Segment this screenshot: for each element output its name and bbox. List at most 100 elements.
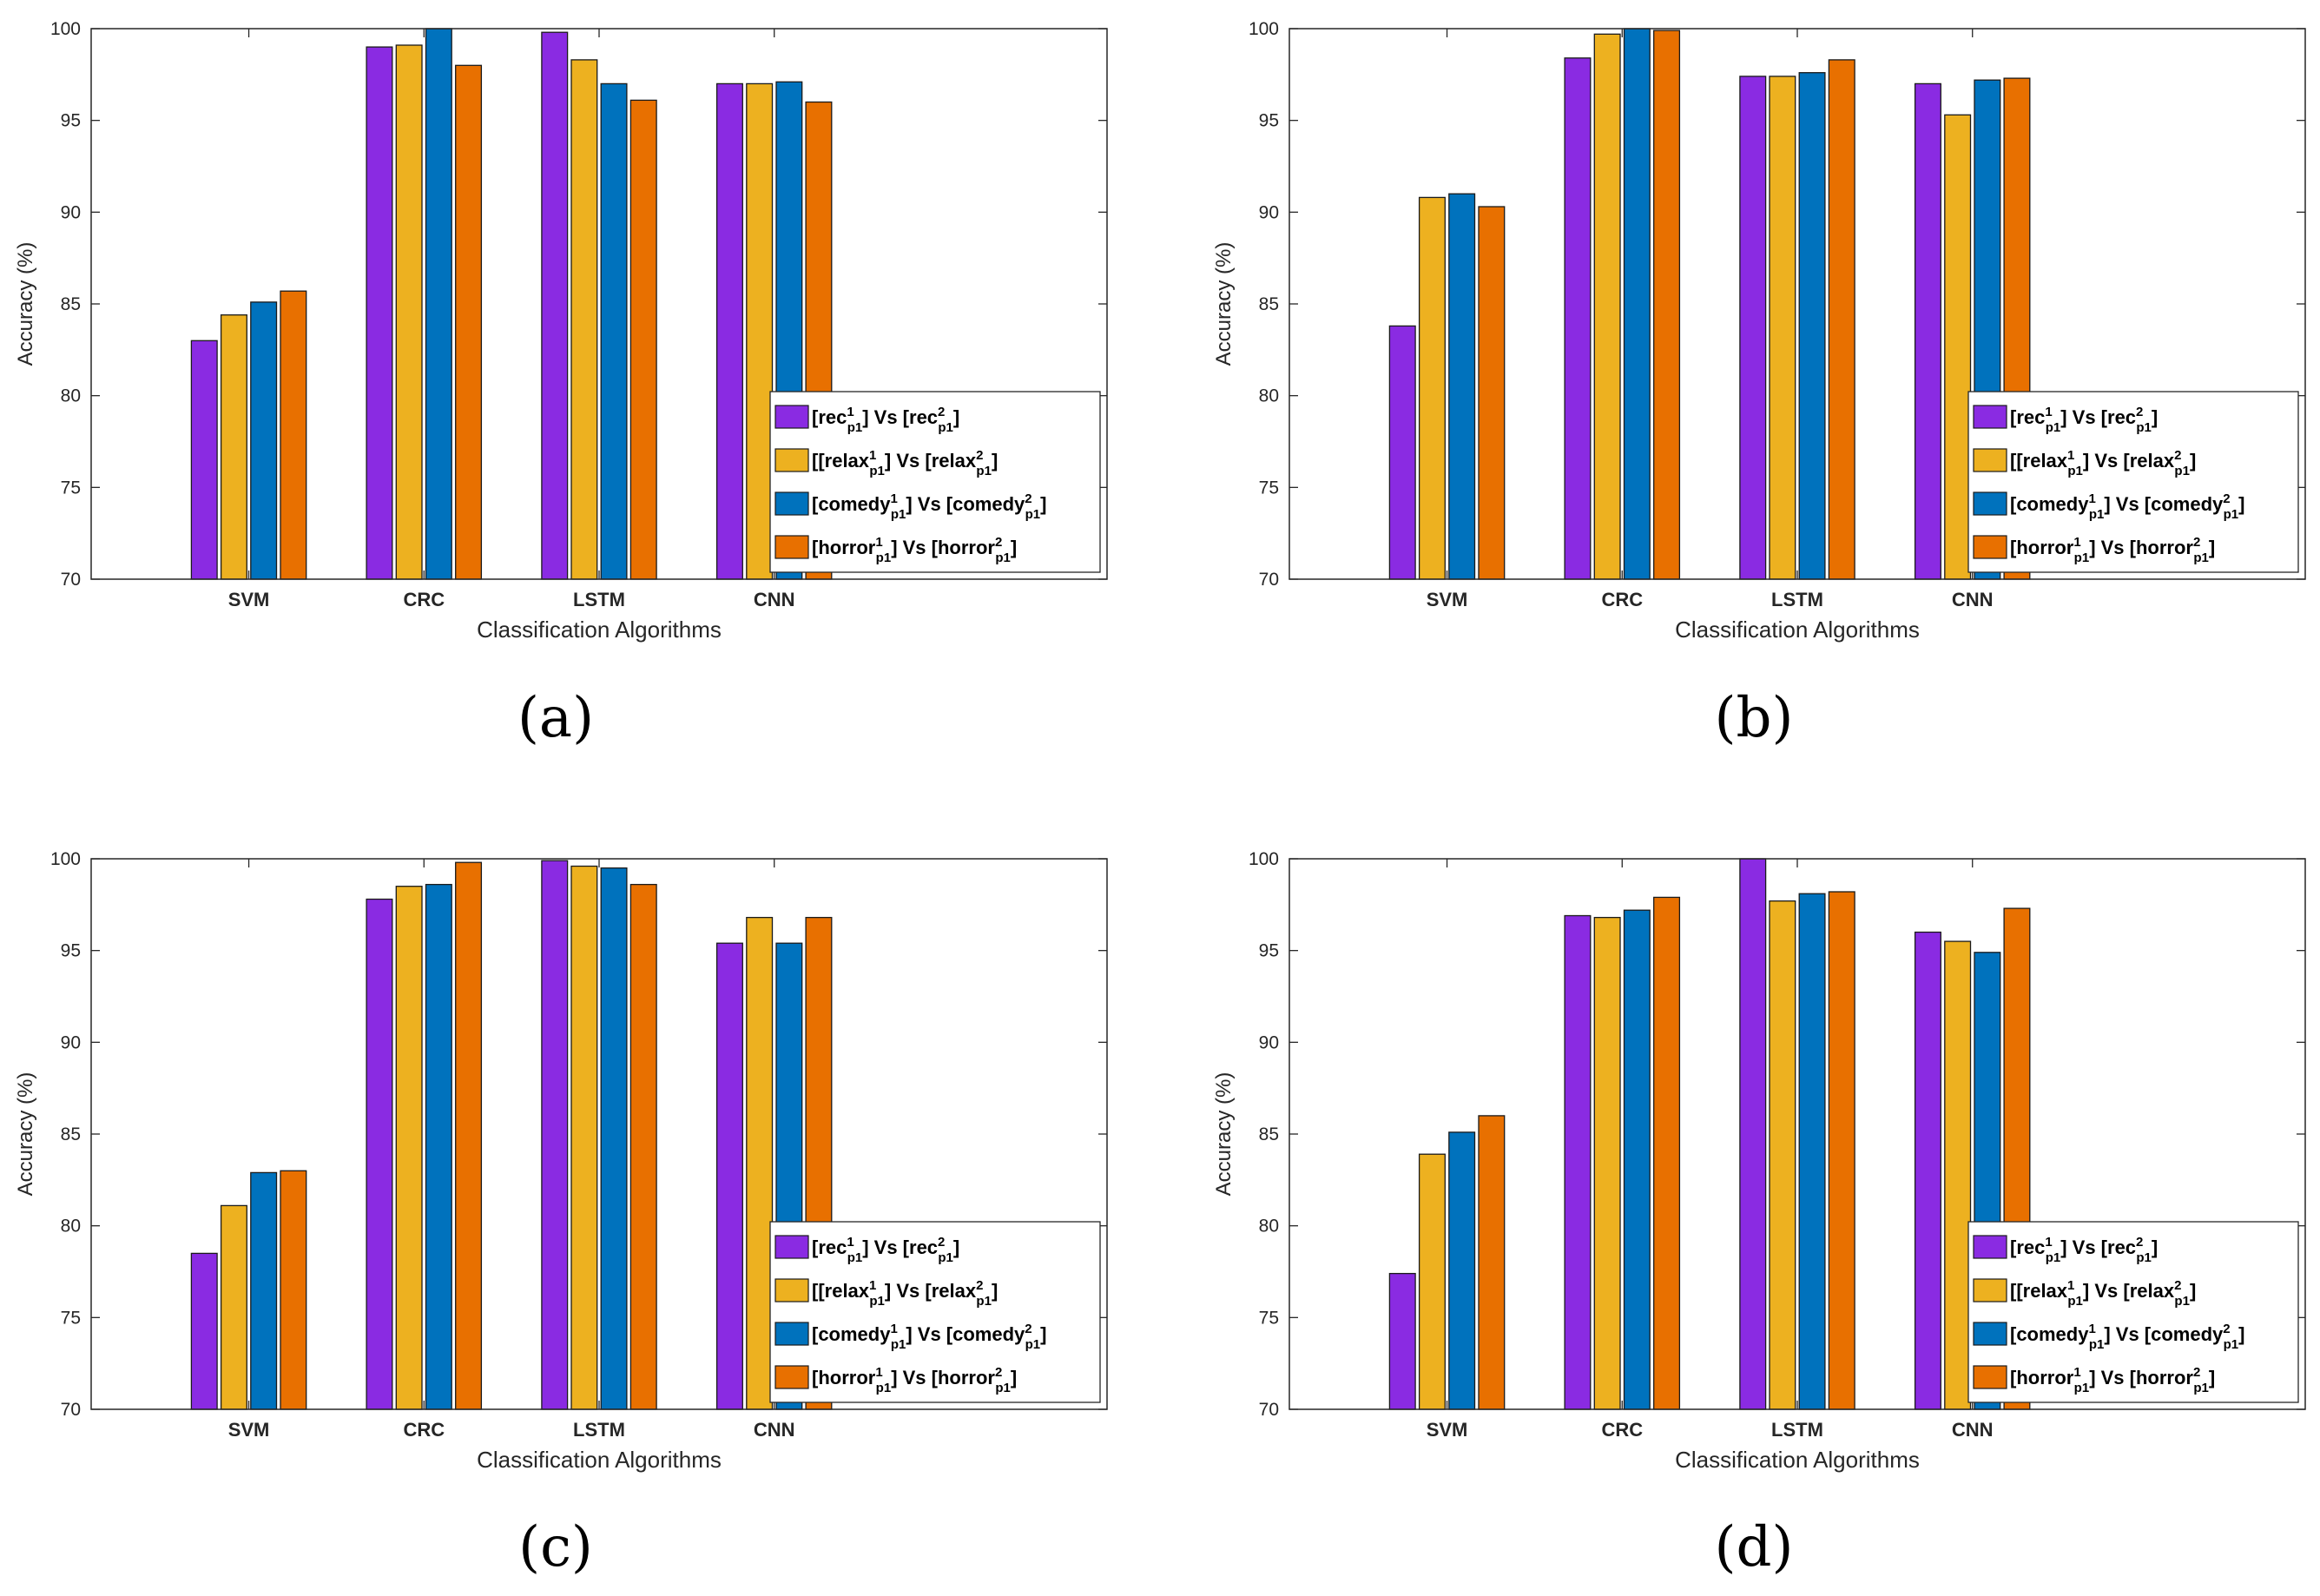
x-tick-label: CNN bbox=[754, 1419, 795, 1441]
bar bbox=[1798, 893, 1826, 1410]
legend: [rec1 p1] Vs [rec2 p1] [[relax1 p1] Vs [rela… bbox=[769, 1221, 1101, 1403]
bar bbox=[395, 44, 423, 580]
y-tick-label: 95 bbox=[61, 111, 81, 131]
legend-entry: [[relax1 p1] Vs [relax2 p1] bbox=[2010, 448, 2196, 478]
legend-entry: [horror1 p1] Vs [horror2 p1] bbox=[812, 1365, 1017, 1395]
bar bbox=[1944, 114, 1972, 580]
y-tick-label: 85 bbox=[61, 294, 81, 314]
x-tick-label: SVM bbox=[228, 1419, 270, 1441]
legend-swatch bbox=[774, 1278, 809, 1303]
legend-swatch bbox=[1973, 448, 2007, 472]
x-tick-label: LSTM bbox=[1771, 589, 1823, 610]
x-tick-label: CNN bbox=[1952, 1419, 1994, 1441]
y-tick-label: 90 bbox=[61, 202, 81, 222]
y-tick-label: 80 bbox=[1259, 386, 1279, 406]
bar bbox=[1914, 931, 1941, 1410]
y-tick-label: 95 bbox=[1259, 941, 1279, 961]
legend-box bbox=[1967, 391, 2299, 573]
bar bbox=[629, 883, 657, 1410]
bar bbox=[455, 861, 483, 1410]
bar bbox=[425, 28, 452, 580]
x-tick-label: LSTM bbox=[573, 589, 625, 610]
y-axis-label: Accuracy (%) bbox=[14, 242, 37, 366]
bar bbox=[250, 1171, 278, 1410]
legend-entry: [rec1 p1] Vs [rec2 p1] bbox=[2010, 405, 2158, 435]
bar bbox=[715, 82, 743, 580]
x-axis-label: Classification Algorithms bbox=[477, 617, 722, 643]
legend-swatch bbox=[774, 1235, 809, 1259]
caption-b: (b) bbox=[1714, 686, 1794, 750]
bar bbox=[1623, 28, 1651, 580]
bar bbox=[1769, 900, 1796, 1410]
chart-panel: 70 75 80 85 90 95 100 SVM CRC LSTM CNN Classificati… bbox=[14, 849, 1108, 1473]
bar bbox=[1448, 1131, 1476, 1410]
legend-entry: [horror1 p1] Vs [horror2 p1] bbox=[2010, 1365, 2215, 1395]
bar bbox=[1478, 1115, 1506, 1410]
bar bbox=[1769, 76, 1796, 580]
bar bbox=[1944, 940, 1972, 1410]
legend-entry: [horror1 p1] Vs [horror2 p1] bbox=[2010, 535, 2215, 565]
bar bbox=[715, 942, 743, 1410]
y-axis-label: Accuracy (%) bbox=[1212, 242, 1236, 366]
caption-c: (c) bbox=[518, 1515, 593, 1580]
bar bbox=[746, 82, 774, 580]
y-tick-label: 80 bbox=[61, 1217, 81, 1237]
legend: [rec1 p1] Vs [rec2 p1] [[relax1 p1] Vs [rela… bbox=[1967, 1221, 2299, 1403]
bar bbox=[1564, 57, 1592, 580]
legend-box bbox=[1967, 1221, 2299, 1403]
y-tick-label: 95 bbox=[1259, 111, 1279, 131]
x-tick-label: LSTM bbox=[1771, 1419, 1823, 1441]
bar bbox=[570, 865, 598, 1410]
bar bbox=[1828, 891, 1855, 1410]
bar bbox=[1914, 82, 1941, 580]
bar bbox=[366, 898, 393, 1410]
legend-entry: [[relax1 p1] Vs [relax2 p1] bbox=[812, 448, 998, 478]
y-tick-label: 70 bbox=[61, 570, 81, 590]
legend-swatch bbox=[1973, 535, 2007, 559]
chart-panel: 70 75 80 85 90 95 100 SVM CRC LSTM CNN Classificati… bbox=[1212, 849, 2306, 1473]
bar bbox=[1418, 1153, 1446, 1410]
legend-box bbox=[769, 1221, 1101, 1403]
legend-entry: [rec1 p1] Vs [rec2 p1] bbox=[812, 1235, 959, 1265]
bar bbox=[746, 916, 774, 1410]
x-tick-label: SVM bbox=[1427, 1419, 1468, 1441]
legend-box bbox=[769, 391, 1101, 573]
legend-entry: [comedy1 p1] Vs [comedy2 p1] bbox=[812, 491, 1046, 522]
legend-swatch bbox=[1973, 1322, 2007, 1346]
bar bbox=[1388, 1272, 1416, 1410]
legend-swatch bbox=[774, 1322, 809, 1346]
bar bbox=[1653, 896, 1681, 1410]
x-tick-label: CNN bbox=[754, 589, 795, 610]
y-tick-label: 85 bbox=[1259, 294, 1279, 314]
x-tick-label: CNN bbox=[1952, 589, 1994, 610]
x-tick-label: CRC bbox=[1601, 1419, 1643, 1441]
y-axis-label: Accuracy (%) bbox=[14, 1072, 37, 1197]
y-tick-label: 80 bbox=[1259, 1217, 1279, 1237]
legend-swatch bbox=[1973, 405, 2007, 429]
y-axis-label: Accuracy (%) bbox=[1212, 1072, 1236, 1197]
bar bbox=[1564, 914, 1592, 1410]
legend-swatch bbox=[774, 535, 809, 559]
y-tick-label: 70 bbox=[1259, 1400, 1279, 1420]
legend-entry: [comedy1 p1] Vs [comedy2 p1] bbox=[812, 1322, 1046, 1352]
legend-swatch bbox=[1973, 1235, 2007, 1259]
bar bbox=[455, 64, 483, 580]
y-tick-label: 70 bbox=[61, 1400, 81, 1420]
bar bbox=[1593, 33, 1621, 580]
legend-swatch bbox=[774, 405, 809, 429]
bar bbox=[1388, 325, 1416, 580]
bar bbox=[1478, 206, 1506, 580]
legend-swatch bbox=[774, 491, 809, 516]
bar bbox=[600, 82, 628, 580]
y-tick-label: 70 bbox=[1259, 570, 1279, 590]
legend-entry: [comedy1 p1] Vs [comedy2 p1] bbox=[2010, 491, 2244, 522]
bar bbox=[570, 59, 598, 580]
legend: [rec1 p1] Vs [rec2 p1] [[relax1 p1] Vs [rela… bbox=[1967, 391, 2299, 573]
bar bbox=[395, 886, 423, 1410]
y-tick-label: 100 bbox=[1249, 19, 1279, 39]
legend-entry: [rec1 p1] Vs [rec2 p1] bbox=[2010, 1235, 2158, 1265]
x-tick-label: SVM bbox=[228, 589, 270, 610]
y-tick-label: 85 bbox=[61, 1124, 81, 1144]
y-tick-label: 75 bbox=[1259, 1308, 1279, 1328]
x-tick-label: LSTM bbox=[573, 1419, 625, 1441]
